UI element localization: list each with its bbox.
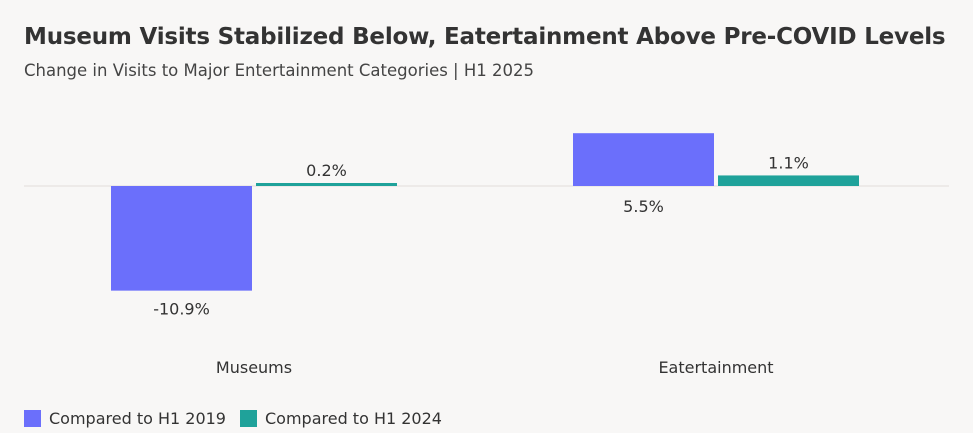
category-label-eatertainment: Eatertainment bbox=[658, 358, 773, 377]
legend-swatch-h1-2019 bbox=[24, 410, 41, 427]
legend-label-h1-2024: Compared to H1 2024 bbox=[264, 409, 442, 428]
data-labels-group: -10.9% 0.2% 5.5% 1.1% bbox=[153, 153, 809, 318]
category-labels-group: Museums Eatertainment bbox=[216, 358, 774, 377]
legend-item-h1-2019[interactable]: Compared to H1 2019 bbox=[24, 409, 226, 428]
data-label-eatertainment-series-2: 1.1% bbox=[768, 153, 809, 172]
chart-title: Museum Visits Stabilized Below, Eatertai… bbox=[24, 24, 946, 50]
legend-swatch-h1-2024 bbox=[239, 410, 257, 427]
bar-museums-series-2[interactable] bbox=[256, 183, 397, 186]
bar-eatertainment-series-1[interactable] bbox=[573, 133, 714, 186]
legend: Compared to H1 2019 Compared to H1 2024 bbox=[24, 409, 442, 428]
data-label-eatertainment-series-1: 5.5% bbox=[623, 197, 664, 216]
category-label-museums: Museums bbox=[216, 358, 292, 377]
bar-eatertainment-series-2[interactable] bbox=[718, 175, 859, 186]
legend-item-h1-2024[interactable]: Compared to H1 2024 bbox=[239, 409, 442, 428]
bars-group bbox=[111, 133, 859, 291]
data-label-museums-series-1: -10.9% bbox=[153, 300, 210, 319]
legend-label-h1-2019: Compared to H1 2019 bbox=[49, 409, 226, 428]
data-label-museums-series-2: 0.2% bbox=[306, 161, 347, 180]
chart-subtitle: Change in Visits to Major Entertainment … bbox=[24, 61, 535, 80]
bar-museums-series-1[interactable] bbox=[111, 186, 252, 291]
